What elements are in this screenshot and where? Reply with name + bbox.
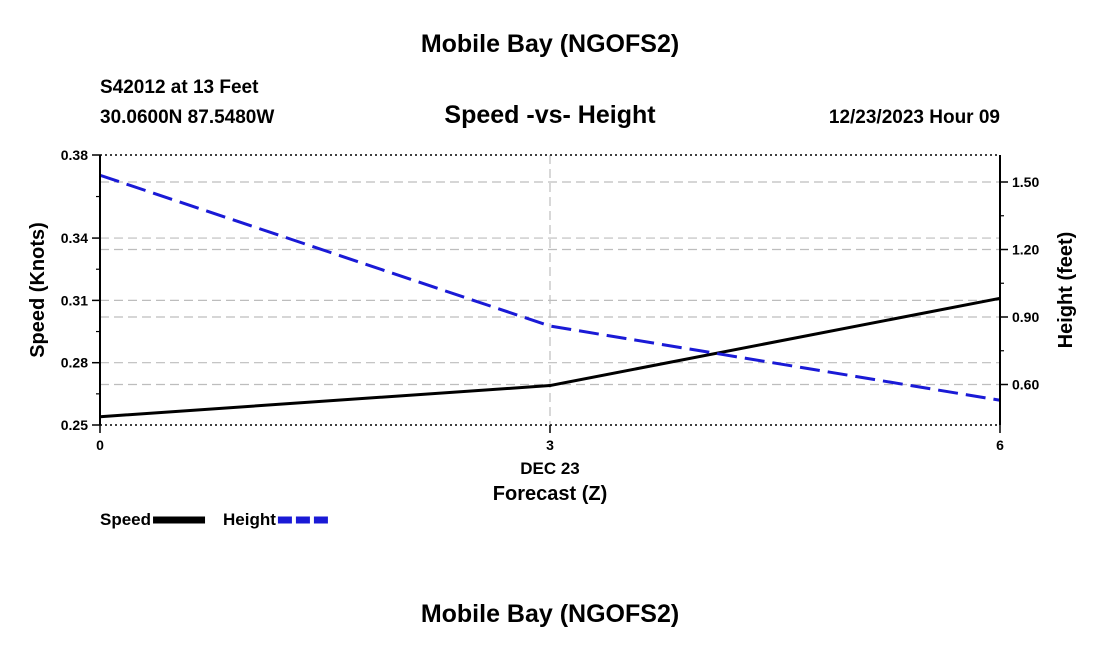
left-tick-label: 0.31 <box>61 292 88 308</box>
series-line-speed <box>99 296 1001 419</box>
left-axis-title: Speed (Knots) <box>27 222 49 358</box>
series-line-height <box>99 173 1001 402</box>
x-axis-title: Forecast (Z) <box>493 483 607 505</box>
chart-title: Speed -vs- Height <box>444 101 656 129</box>
page-title-bottom: Mobile Bay (NGOFS2) <box>420 600 680 628</box>
legend-label-speed: Speed <box>100 510 151 529</box>
right-tick-label: 1.50 <box>1012 174 1039 190</box>
right-tick-label: 0.90 <box>1012 309 1039 325</box>
x-tick-label: 6 <box>996 437 1004 453</box>
left-tick-label: 0.34 <box>61 230 88 246</box>
station-label: S42012 at 13 Feet <box>100 77 259 98</box>
x-date-label: DEC 23 <box>520 459 580 478</box>
legend-label-height: Height <box>223 510 276 529</box>
right-tick-label: 0.60 <box>1012 377 1039 393</box>
right-axis-title: Height (feet) <box>1055 232 1077 349</box>
right-tick-label: 1.20 <box>1012 242 1039 258</box>
left-tick-label: 0.25 <box>61 417 88 433</box>
left-tick-label: 0.28 <box>61 355 88 371</box>
page-title-top: Mobile Bay (NGOFS2) <box>420 30 680 58</box>
coordinates-label: 30.0600N 87.5480W <box>100 107 275 128</box>
left-tick-label: 0.38 <box>61 147 88 163</box>
date-label: 12/23/2023 Hour 09 <box>828 107 1000 128</box>
x-tick-label: 3 <box>546 437 554 453</box>
x-tick-label: 0 <box>96 437 104 453</box>
